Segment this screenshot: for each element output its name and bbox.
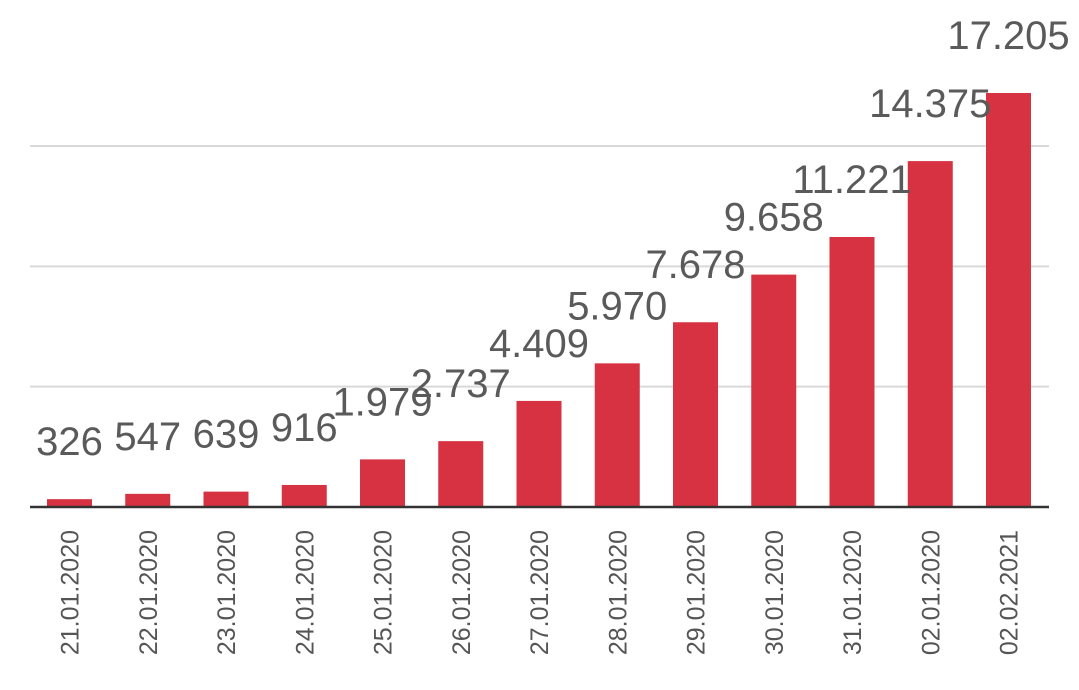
bar [125,493,171,507]
gridlines [30,145,1049,388]
value-label: 916 [271,406,338,450]
value-label: 326 [36,420,103,464]
value-label: 639 [193,413,260,457]
bar [516,400,562,507]
x-tick-label: 02.01.2020 [917,530,945,655]
value-label: 547 [114,415,181,459]
x-tick-label: 28.01.2020 [604,530,632,655]
bar [907,161,953,507]
x-tick-label: 25.01.2020 [370,530,398,655]
x-tick-label: 27.01.2020 [526,530,554,655]
value-label: 7.678 [645,243,745,287]
x-tick-label: 31.01.2020 [839,530,867,655]
x-tick-label: 30.01.2020 [761,530,789,655]
x-tick-label: 29.01.2020 [683,530,711,655]
value-label: 2.737 [411,362,511,406]
bar [203,491,249,507]
bar [594,363,640,507]
x-tick-label: 21.01.2020 [57,530,85,655]
value-label: 14.375 [869,82,991,126]
value-label: 11.221 [792,158,911,202]
bar [673,322,718,507]
bar [438,441,484,507]
value-label: 4.409 [489,322,589,366]
x-tick-label: 22.01.2020 [135,530,163,655]
bar [281,484,327,507]
bar [47,499,92,507]
x-tick-label: 23.01.2020 [213,530,241,655]
value-label: 5.970 [567,284,667,328]
bar [751,274,797,507]
x-tick-labels: 21.01.2020 22.01.2020 23.01.2020 24.01.2020… [57,530,1024,655]
bar [360,459,405,507]
x-tick-label: 02.02.2021 [996,530,1024,655]
value-label: 9.658 [724,196,824,240]
bar [986,93,1031,507]
value-label: 17.205 [947,14,1069,58]
value-label: 1.979 [332,380,432,424]
bars [47,93,1031,507]
bar [829,236,875,507]
x-tick-label: 26.01.2020 [448,530,476,655]
value-labels: 326 547 639 9161.9792.7374.4095.9707.6789.6… [36,14,1070,464]
x-tick-label: 24.01.2020 [291,530,319,655]
